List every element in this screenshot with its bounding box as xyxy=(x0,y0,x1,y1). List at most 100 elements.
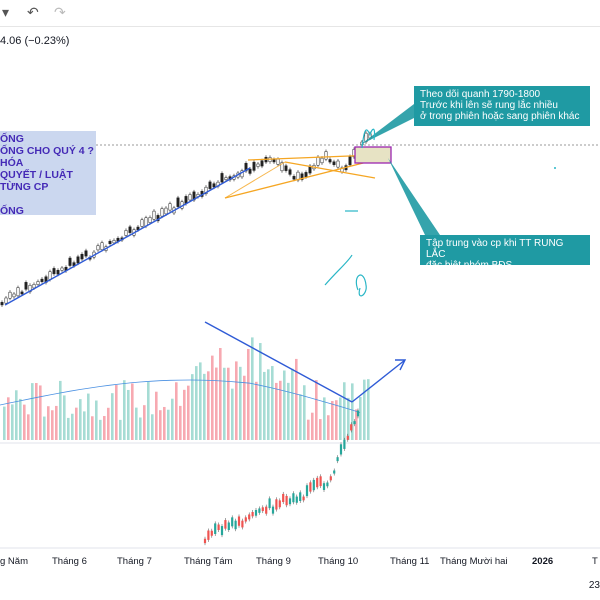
time-tick: Tháng 9 xyxy=(256,556,291,567)
volume-bar xyxy=(327,415,330,440)
indicator-candle xyxy=(288,498,292,505)
indicator-candle xyxy=(336,457,339,462)
candle-body xyxy=(124,230,128,236)
volume-bar xyxy=(115,385,118,440)
volume-bar xyxy=(279,380,282,440)
dropdown-arrow-icon[interactable]: ▾ xyxy=(2,4,10,20)
redo-icon[interactable]: ↷ xyxy=(54,4,66,20)
channel-bottom xyxy=(224,159,376,199)
candle-body xyxy=(40,278,44,282)
volume-bar xyxy=(31,383,34,440)
volume-bar xyxy=(159,410,162,440)
volume-bar xyxy=(243,375,246,440)
volume-bar xyxy=(151,414,154,440)
indicator-candle xyxy=(278,500,281,508)
corner-label: 23 xyxy=(588,580,600,591)
volume-bar xyxy=(203,373,206,440)
candle-body xyxy=(96,245,100,251)
note-line: Trước khi lên sẽ rung lắc nhiều xyxy=(420,100,558,111)
volume-bar xyxy=(107,407,110,440)
candle-body xyxy=(12,293,16,298)
note-line: Tập trung vào cp khi TT RUNG LẮC xyxy=(426,238,564,260)
candle-body xyxy=(316,156,320,166)
volume-bar xyxy=(3,406,6,440)
news-line: HÓA xyxy=(0,157,24,169)
volume-bar xyxy=(319,419,322,440)
candle-body xyxy=(144,217,148,227)
candle-body xyxy=(160,208,164,217)
volume-bar xyxy=(119,419,122,440)
dot-mark xyxy=(554,167,556,169)
volume-bar xyxy=(347,397,350,440)
candle-body xyxy=(48,271,52,280)
volume-bar xyxy=(215,367,218,440)
indicator-candle xyxy=(350,424,353,431)
volume-bar xyxy=(247,348,250,440)
note-top-right[interactable]: Theo dõi quanh 1790-1800 Trước khi lên s… xyxy=(414,86,590,126)
candle-body xyxy=(320,157,324,164)
candle-body xyxy=(204,186,208,195)
indicator-candle xyxy=(346,435,349,440)
candle-body xyxy=(224,177,228,181)
time-tick: T xyxy=(592,556,598,567)
indicator-candle xyxy=(231,517,234,527)
volume-bar xyxy=(111,393,114,440)
candle-body xyxy=(304,172,308,178)
volume-bar xyxy=(139,417,142,440)
indicator-candle xyxy=(220,526,224,536)
candle-body xyxy=(212,183,216,188)
volume-bar xyxy=(299,394,302,440)
volume-bar xyxy=(343,382,346,440)
volume-bar xyxy=(363,379,366,440)
time-tick: Tháng 7 xyxy=(117,556,152,567)
volume-bar xyxy=(51,410,54,440)
volume-bar xyxy=(211,355,214,440)
candle-body xyxy=(80,253,84,260)
candle-body xyxy=(24,282,28,290)
time-tick: Tháng Mười hai xyxy=(440,556,508,567)
volume-bar xyxy=(275,382,278,440)
news-note-box[interactable]: ỐNG ỐNG CHO QUÝ 4 ? HÓA QUYẾT / LUẬT TỪN… xyxy=(0,131,96,217)
candle-body xyxy=(256,163,260,167)
indicator-candle xyxy=(305,485,309,497)
indicator-candle xyxy=(214,523,217,534)
candle-body xyxy=(32,284,36,289)
volume-bar xyxy=(223,367,226,440)
note-middle-right[interactable]: Tập trung vào cp khi TT RUNG LẮC đặc biệ… xyxy=(420,235,590,271)
volume-bar xyxy=(239,366,242,440)
indicator-candle xyxy=(343,439,346,449)
candle-body xyxy=(292,176,296,180)
trend-line xyxy=(4,167,251,306)
candle-body xyxy=(140,219,144,227)
time-axis[interactable]: g Năm Tháng 6 Tháng 7 Tháng Tám Tháng 9 … xyxy=(0,548,600,578)
indicator-candle xyxy=(312,479,315,491)
undo-icon[interactable]: ↶ xyxy=(27,4,39,20)
candle-body xyxy=(176,197,180,207)
candle-body xyxy=(348,156,352,166)
candle-body xyxy=(288,169,292,175)
volume-bar xyxy=(331,401,334,440)
candle-body xyxy=(112,240,116,244)
volume-bar xyxy=(307,419,310,440)
volume-bar xyxy=(59,380,62,440)
volume-bar xyxy=(143,405,146,440)
indicator-candle xyxy=(237,516,241,526)
candle-body xyxy=(100,242,104,250)
news-line: QUYẾT / LUẬT xyxy=(0,169,73,181)
volume-bar xyxy=(339,397,342,440)
volume-bar xyxy=(171,398,174,440)
candle-body xyxy=(164,207,168,215)
indicator-candle xyxy=(302,496,305,501)
volume-bar xyxy=(71,413,74,440)
volume-bar xyxy=(47,406,50,440)
indicator-candle xyxy=(295,496,298,503)
volume-bar xyxy=(135,407,138,440)
volume-bar xyxy=(75,407,78,440)
candle-body xyxy=(276,158,280,165)
indicator-candle xyxy=(234,520,237,530)
indicator-candle xyxy=(326,482,329,487)
volume-bar xyxy=(99,419,102,440)
indicator-candle xyxy=(339,444,343,455)
volume-bar xyxy=(183,389,186,440)
